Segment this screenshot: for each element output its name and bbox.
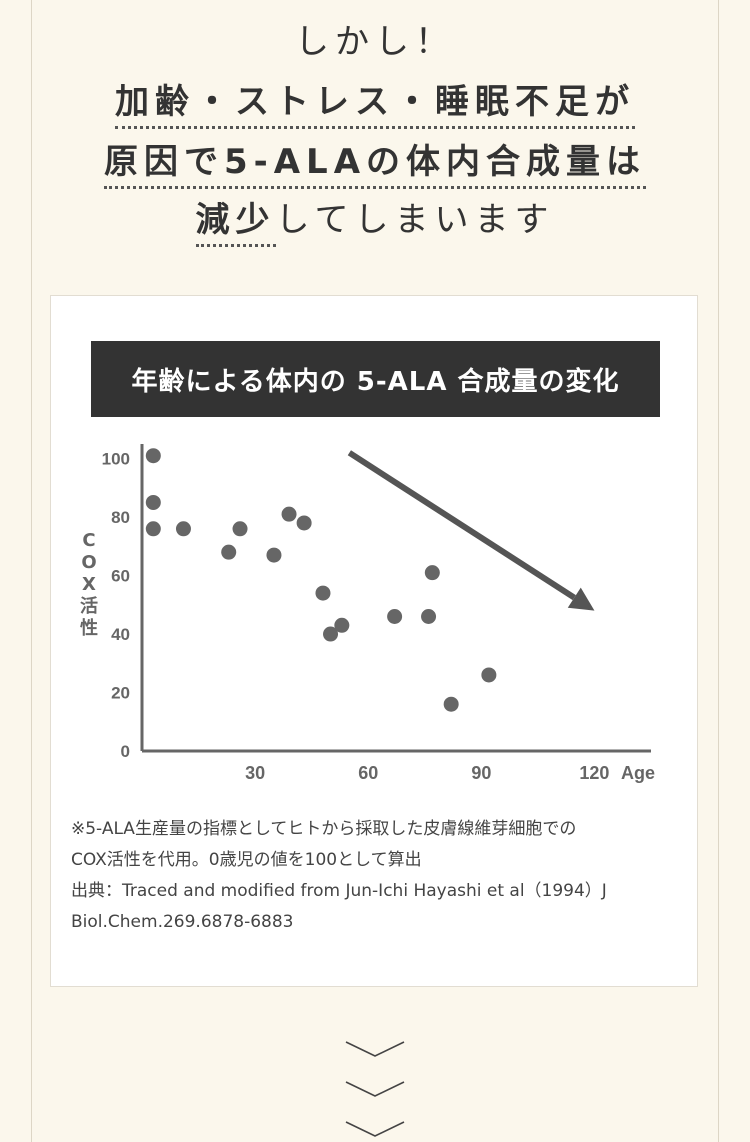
data-point xyxy=(232,521,248,537)
data-point xyxy=(421,609,437,625)
trend-arrow-head xyxy=(567,587,595,611)
data-point xyxy=(424,565,440,581)
headline-line-2-text: 加齢・ストレス・睡眠不足が xyxy=(115,82,635,129)
note-line: 出典：Traced and modified from Jun-Ichi Hay… xyxy=(71,881,607,901)
chart-title: 年齢による体内の 5-ALA 合成量の変化 xyxy=(91,341,660,417)
headline-line-1: しかし！ xyxy=(295,22,455,62)
x-tick-label: 90 xyxy=(471,763,491,783)
data-point xyxy=(281,506,297,522)
headline-line-4: 減少してしまいます xyxy=(0,192,750,247)
x-axis-label: Age xyxy=(621,763,655,783)
note-line: COX活性を代用。0歳児の値を100として算出 xyxy=(71,850,422,870)
y-axis-label: C O X 活性 xyxy=(80,530,98,639)
data-point xyxy=(296,515,312,531)
y-tick-label: 0 xyxy=(121,742,130,761)
data-point xyxy=(334,617,350,633)
data-point xyxy=(175,521,191,537)
headline-line-4-rest: してしまいます xyxy=(275,200,555,240)
data-point xyxy=(481,667,497,683)
chart-card: 年齢による体内の 5-ALA 合成量の変化 0 20 40 60 80 100 30 60 90… xyxy=(50,295,698,987)
chart-notes: ※5-ALA生産量の指標としてヒトから採取した皮膚線維芽細胞での COX活性を代… xyxy=(71,814,671,938)
data-point xyxy=(221,544,237,560)
data-point xyxy=(315,585,331,601)
y-tick-label: 80 xyxy=(111,508,130,527)
data-point xyxy=(145,448,161,464)
y-tick-label: 40 xyxy=(111,625,130,644)
data-point xyxy=(145,521,161,537)
data-point xyxy=(145,494,161,510)
note-line: ※5-ALA生産量の指標としてヒトから採取した皮膚線維芽細胞での xyxy=(71,819,577,839)
x-tick-label: 120 xyxy=(579,763,609,783)
x-tick-label: 60 xyxy=(358,763,378,783)
chevron-down-icon xyxy=(345,1121,405,1137)
chevron-down-icon xyxy=(345,1081,405,1097)
note-line: Biol.Chem.269.6878-6883 xyxy=(71,912,294,932)
headline-emphasis: 減少 xyxy=(195,200,276,247)
chevron-down-icon xyxy=(345,1041,405,1057)
headline-line-3-text: 原因で5-ALAの体内合成量は xyxy=(103,142,647,189)
right-border xyxy=(718,0,719,1142)
scatter-chart: 0 20 40 60 80 100 30 60 90 120 Age C O X 活性 xyxy=(80,444,655,783)
data-point xyxy=(266,547,282,563)
data-point xyxy=(387,609,403,625)
trend-arrow-shaft xyxy=(347,450,576,601)
y-tick-label: 60 xyxy=(111,567,130,586)
data-point xyxy=(443,696,459,712)
left-border xyxy=(31,0,32,1142)
y-tick-label: 100 xyxy=(102,450,130,469)
y-tick-label: 20 xyxy=(111,684,130,703)
x-tick-label: 30 xyxy=(245,763,265,783)
headline-line-3: 原因で5-ALAの体内合成量は xyxy=(0,134,750,189)
headline-line-2: 加齢・ストレス・睡眠不足が xyxy=(0,74,750,129)
data-point xyxy=(323,626,339,642)
